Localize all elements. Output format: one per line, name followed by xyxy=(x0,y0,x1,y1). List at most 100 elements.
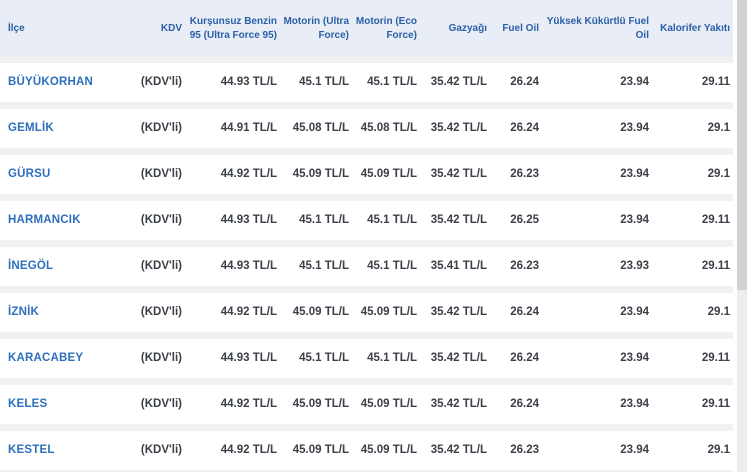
cell-fuel_oil: 26.23 xyxy=(510,444,539,456)
column-header-motorin_ultra: Motorin (Ultra Force) xyxy=(283,15,349,41)
table-row: BÜYÜKORHAN (KDV'li) 44.93 TL/L 45.1 TL/L 45.… xyxy=(0,63,733,102)
cell-kdv: (KDV'li) xyxy=(140,352,182,364)
cell-kalorifer: 29.1 xyxy=(707,306,730,318)
cell-kdv: (KDV'li) xyxy=(140,214,182,226)
cell-motorin_eco: 45.1 TL/L xyxy=(367,352,417,364)
cell-yuksek_fuel: 23.94 xyxy=(620,306,649,318)
scrollbar-thumb[interactable] xyxy=(737,0,747,290)
column-header-kdv: KDV xyxy=(160,22,182,34)
cell-gazyagi: 35.42 TL/L xyxy=(430,398,487,410)
cell-motorin_eco: 45.08 TL/L xyxy=(360,122,417,134)
cell-kdv: (KDV'li) xyxy=(140,306,182,318)
table-row: GEMLİK (KDV'li) 44.91 TL/L 45.08 TL/L 45.08 … xyxy=(0,109,733,148)
cell-benzin95: 44.91 TL/L xyxy=(220,122,277,134)
cell-motorin_ultra: 45.1 TL/L xyxy=(299,260,349,272)
cell-benzin95: 44.93 TL/L xyxy=(220,76,277,88)
district-link[interactable]: KARACABEY xyxy=(8,352,84,364)
cell-motorin_eco: 45.09 TL/L xyxy=(360,398,417,410)
table-row: İZNİK (KDV'li) 44.92 TL/L 45.09 TL/L 45.09 T… xyxy=(0,293,733,332)
cell-motorin_eco: 45.1 TL/L xyxy=(367,214,417,226)
cell-yuksek_fuel: 23.93 xyxy=(620,260,649,272)
table-row: KARACABEY (KDV'li) 44.93 TL/L 45.1 TL/L 45.1… xyxy=(0,339,733,378)
fuel-prices-table: İlçe KDV Kurşunsuz Benzin 95 (Ultra Force … xyxy=(0,0,733,472)
district-link[interactable]: GEMLİK xyxy=(8,122,54,134)
cell-fuel_oil: 26.23 xyxy=(510,168,539,180)
vertical-scrollbar[interactable] xyxy=(737,0,747,472)
column-header-benzin95: Kurşunsuz Benzin 95 (Ultra Force 95) xyxy=(189,15,277,41)
cell-fuel_oil: 26.24 xyxy=(510,122,539,134)
district-link[interactable]: İZNİK xyxy=(8,306,40,318)
cell-gazyagi: 35.42 TL/L xyxy=(430,306,487,318)
cell-motorin_ultra: 45.1 TL/L xyxy=(299,76,349,88)
cell-fuel_oil: 26.23 xyxy=(510,260,539,272)
cell-motorin_ultra: 45.08 TL/L xyxy=(292,122,349,134)
cell-fuel_oil: 26.24 xyxy=(510,306,539,318)
cell-fuel_oil: 26.25 xyxy=(510,214,539,226)
table-header-row: İlçe KDV Kurşunsuz Benzin 95 (Ultra Force … xyxy=(0,0,733,57)
column-header-motorin_eco: Motorin (Eco Force) xyxy=(355,15,417,41)
cell-motorin_ultra: 45.09 TL/L xyxy=(292,398,349,410)
cell-motorin_ultra: 45.09 TL/L xyxy=(292,306,349,318)
cell-yuksek_fuel: 23.94 xyxy=(620,76,649,88)
cell-kdv: (KDV'li) xyxy=(140,398,182,410)
cell-kdv: (KDV'li) xyxy=(140,444,182,456)
cell-motorin_eco: 45.1 TL/L xyxy=(367,260,417,272)
cell-gazyagi: 35.42 TL/L xyxy=(430,168,487,180)
cell-benzin95: 44.93 TL/L xyxy=(220,260,277,272)
column-header-yuksek_fuel: Yüksek Kükürtlü Fuel Oil xyxy=(546,15,649,41)
cell-gazyagi: 35.42 TL/L xyxy=(430,76,487,88)
cell-kdv: (KDV'li) xyxy=(140,168,182,180)
cell-yuksek_fuel: 23.94 xyxy=(620,444,649,456)
column-header-gazyagi: Gazyağı xyxy=(448,22,487,34)
cell-yuksek_fuel: 23.94 xyxy=(620,398,649,410)
cell-gazyagi: 35.42 TL/L xyxy=(430,122,487,134)
table-row: KELES (KDV'li) 44.92 TL/L 45.09 TL/L 45.09 T… xyxy=(0,385,733,424)
cell-benzin95: 44.92 TL/L xyxy=(220,444,277,456)
cell-yuksek_fuel: 23.94 xyxy=(620,214,649,226)
cell-benzin95: 44.93 TL/L xyxy=(220,352,277,364)
column-header-kalorifer: Kalorifer Yakıtı xyxy=(660,22,730,34)
cell-kalorifer: 29.1 xyxy=(707,168,730,180)
cell-kalorifer: 29.11 xyxy=(701,76,730,88)
cell-motorin_eco: 45.1 TL/L xyxy=(367,76,417,88)
cell-benzin95: 44.92 TL/L xyxy=(220,306,277,318)
cell-kalorifer: 29.11 xyxy=(701,398,730,410)
cell-benzin95: 44.93 TL/L xyxy=(220,214,277,226)
table-row: HARMANCIK (KDV'li) 44.93 TL/L 45.1 TL/L 45.1… xyxy=(0,201,733,240)
cell-motorin_ultra: 45.09 TL/L xyxy=(292,168,349,180)
cell-kdv: (KDV'li) xyxy=(140,76,182,88)
district-link[interactable]: KELES xyxy=(8,398,48,410)
cell-motorin_eco: 45.09 TL/L xyxy=(360,444,417,456)
table-row: GÜRSU (KDV'li) 44.92 TL/L 45.09 TL/L 45.09 T… xyxy=(0,155,733,194)
district-link[interactable]: BÜYÜKORHAN xyxy=(8,76,94,88)
table-body: BÜYÜKORHAN (KDV'li) 44.93 TL/L 45.1 TL/L 45.… xyxy=(0,63,733,470)
cell-kdv: (KDV'li) xyxy=(140,122,182,134)
district-link[interactable]: İNEGÖL xyxy=(8,260,54,272)
cell-motorin_ultra: 45.09 TL/L xyxy=(292,444,349,456)
cell-kdv: (KDV'li) xyxy=(140,260,182,272)
column-header-fuel_oil: Fuel Oil xyxy=(502,22,539,34)
cell-yuksek_fuel: 23.94 xyxy=(620,122,649,134)
district-link[interactable]: KESTEL xyxy=(8,444,55,456)
cell-kalorifer: 29.11 xyxy=(701,352,730,364)
cell-fuel_oil: 26.24 xyxy=(510,76,539,88)
district-link[interactable]: HARMANCIK xyxy=(8,214,81,226)
cell-motorin_ultra: 45.1 TL/L xyxy=(299,214,349,226)
cell-motorin_eco: 45.09 TL/L xyxy=(360,168,417,180)
cell-gazyagi: 35.42 TL/L xyxy=(430,214,487,226)
cell-motorin_eco: 45.09 TL/L xyxy=(360,306,417,318)
cell-yuksek_fuel: 23.94 xyxy=(620,352,649,364)
cell-gazyagi: 35.41 TL/L xyxy=(430,260,487,272)
cell-yuksek_fuel: 23.94 xyxy=(620,168,649,180)
cell-gazyagi: 35.42 TL/L xyxy=(430,352,487,364)
cell-benzin95: 44.92 TL/L xyxy=(220,398,277,410)
district-link[interactable]: GÜRSU xyxy=(8,168,51,180)
cell-kalorifer: 29.11 xyxy=(701,260,730,272)
cell-benzin95: 44.92 TL/L xyxy=(220,168,277,180)
cell-kalorifer: 29.1 xyxy=(707,122,730,134)
cell-fuel_oil: 26.24 xyxy=(510,398,539,410)
table-row: İNEGÖL (KDV'li) 44.93 TL/L 45.1 TL/L 45.1 TL… xyxy=(0,247,733,286)
cell-kalorifer: 29.1 xyxy=(707,444,730,456)
column-header-ilce: İlçe xyxy=(8,22,25,34)
cell-kalorifer: 29.11 xyxy=(701,214,730,226)
